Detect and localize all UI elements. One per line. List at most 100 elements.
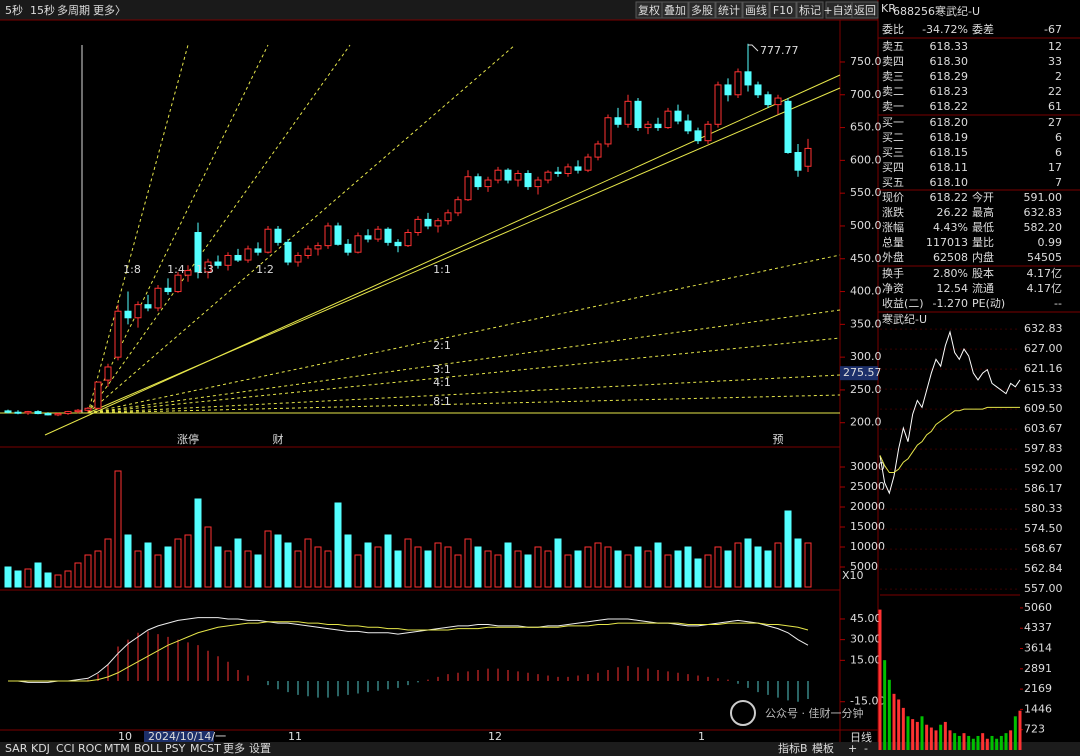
y-tick-label: 20000 — [850, 500, 885, 513]
panel-tab[interactable]: + — [848, 742, 857, 755]
volume-bar — [444, 546, 452, 588]
volume-bar — [604, 546, 612, 588]
panel-tab[interactable]: 模板 — [812, 741, 834, 755]
panel-cell: -1.270 — [933, 297, 968, 310]
y-tick-label: 603.67 — [1024, 422, 1063, 435]
volume-bar — [614, 550, 622, 588]
volume-bar — [94, 550, 102, 588]
volume-bar — [304, 538, 312, 588]
volume-bar — [244, 550, 252, 588]
macd-line — [8, 617, 809, 683]
intraday-volume-bar — [915, 721, 919, 750]
panel-cell: 632.83 — [1024, 206, 1063, 219]
toolbar-button[interactable]: 5秒 — [5, 3, 23, 17]
y-tick-label: 650.0 — [850, 121, 882, 134]
toolbar-button-frame[interactable] — [851, 1, 879, 19]
fan-label: 4:1 — [433, 376, 451, 389]
panel-cell: -- — [1054, 297, 1062, 310]
indicator-tab[interactable]: MCST — [190, 742, 221, 755]
toolbar-button[interactable]: 返回 — [854, 4, 876, 17]
indicator-tab[interactable]: 设置 — [249, 742, 271, 755]
toolbar-button-frame[interactable] — [715, 1, 743, 19]
panel-tab[interactable]: - — [864, 742, 868, 755]
toolbar-button-frame[interactable] — [796, 1, 824, 19]
volume-bar — [644, 550, 652, 588]
toolbar-button-frame[interactable] — [769, 1, 797, 19]
indicator-tab[interactable]: BOLL — [134, 742, 163, 755]
volume-bar — [784, 510, 792, 588]
intraday-volume-bar — [957, 735, 961, 750]
intraday-volume-bar — [943, 721, 947, 750]
toolbar-button[interactable]: 多股 — [691, 3, 713, 17]
toolbar-button[interactable]: 多周期 — [57, 3, 90, 17]
toolbar-button[interactable]: 叠加 — [664, 4, 686, 17]
volume-bar — [24, 568, 32, 588]
panel-cell: 618.22 — [930, 191, 969, 204]
panel-cell: 12.54 — [937, 282, 969, 295]
candle-body — [554, 171, 562, 174]
volume-bar — [484, 550, 492, 588]
candle-body — [64, 411, 72, 415]
panel-cell: 61 — [1048, 100, 1062, 113]
volume-bar — [264, 530, 272, 588]
candle-body — [474, 176, 482, 188]
toolbar-button[interactable]: F10 — [773, 4, 793, 17]
toolbar-button[interactable]: 复权 — [638, 3, 660, 17]
x-tick-label: 12 — [488, 730, 502, 743]
candle-body — [404, 232, 412, 247]
toolbar-button[interactable]: 15秒 — [30, 3, 55, 17]
candle-body — [704, 123, 712, 142]
indicator-tab[interactable]: PSY — [165, 742, 186, 755]
volume-bar — [334, 502, 342, 588]
event-marker[interactable]: 涨停 — [177, 432, 199, 446]
panel-cell: 0.99 — [1038, 236, 1063, 249]
toolbar-button[interactable]: 更多〉 — [93, 3, 126, 17]
event-marker[interactable]: 财 — [273, 432, 284, 446]
candle-body — [544, 171, 552, 181]
candle-body — [434, 220, 442, 227]
candle-body — [324, 225, 332, 247]
toolbar-button-frame[interactable] — [742, 1, 770, 19]
y-tick-label: 580.33 — [1024, 502, 1063, 515]
toolbar-button[interactable]: 统计 — [718, 4, 740, 17]
indicator-tab[interactable]: ROC — [78, 742, 102, 755]
candle-body — [164, 287, 172, 293]
toolbar-button[interactable]: +自选 — [823, 4, 854, 17]
panel-cell: 117013 — [926, 236, 968, 249]
panel-cell: 买四 — [882, 161, 904, 174]
toolbar-button[interactable]: 画线 — [745, 3, 767, 17]
volume-bar — [84, 554, 92, 588]
tab-bar — [0, 742, 1080, 756]
indicator-tab[interactable]: KDJ — [31, 742, 50, 755]
volume-bar — [494, 554, 502, 588]
watermark-icon — [730, 700, 756, 726]
volume-bar — [144, 542, 152, 588]
event-marker[interactable]: 预 — [773, 433, 784, 446]
candle-body — [484, 179, 492, 188]
volume-bar — [574, 550, 582, 588]
volume-bar — [744, 538, 752, 588]
candle-body — [94, 381, 102, 409]
volume-bar — [734, 542, 742, 588]
toolbar-button-frame[interactable] — [688, 1, 716, 19]
indicator-tab[interactable]: MTM — [104, 742, 130, 755]
candle-body — [774, 97, 782, 106]
y-tick-label: 723 — [1024, 723, 1045, 736]
intraday-volume-bar — [985, 738, 989, 750]
y-tick-label: 15.00 — [850, 653, 882, 666]
indicator-tab[interactable]: CCI — [56, 742, 75, 755]
intraday-volume-bar — [990, 735, 994, 750]
indicator-tab[interactable]: SAR — [5, 742, 28, 755]
toolbar-button-frame[interactable] — [661, 1, 689, 19]
indicator-tab[interactable]: 更多 — [223, 741, 245, 755]
panel-cell: 618.33 — [930, 40, 969, 53]
intraday-volume-bar — [887, 679, 891, 750]
volume-bar — [524, 554, 532, 588]
volume-bar — [554, 538, 562, 588]
intraday-volume-bar — [999, 735, 1003, 750]
volume-bar — [124, 534, 132, 588]
panel-tab[interactable]: 指标B — [778, 741, 808, 755]
toolbar-button[interactable]: 标记 — [799, 3, 821, 17]
intraday-volume-bar — [939, 724, 943, 750]
